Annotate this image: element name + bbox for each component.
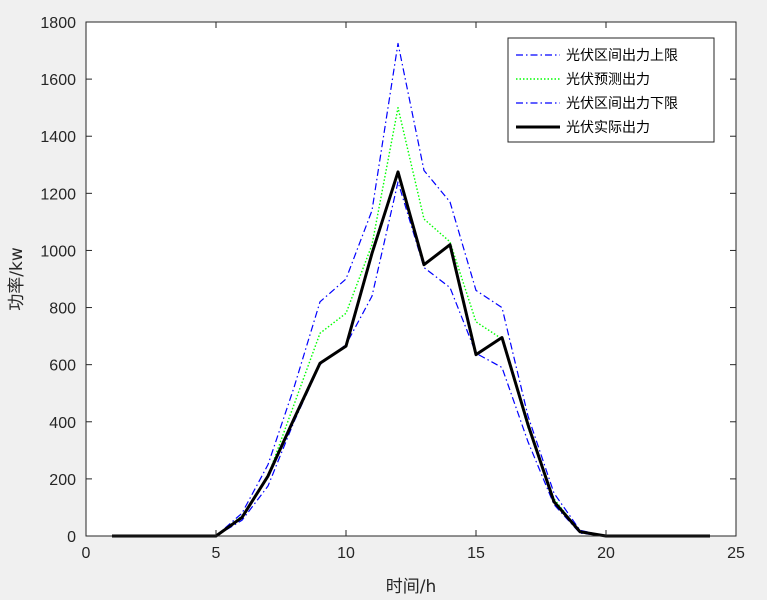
y-tick-label: 1000 — [40, 243, 76, 260]
x-tick-label: 10 — [337, 545, 355, 562]
y-axis-label: 功率/kw — [7, 247, 27, 311]
legend-label-2: 光伏区间出力下限 — [566, 96, 678, 112]
y-tick-label: 600 — [49, 358, 76, 375]
legend-label-3: 光伏实际出力 — [566, 120, 650, 136]
x-tick-label: 15 — [467, 545, 485, 562]
x-tick-label: 20 — [597, 545, 615, 562]
y-tick-label: 1800 — [40, 15, 76, 32]
y-tick-label: 1400 — [40, 129, 76, 146]
x-tick-label: 25 — [727, 545, 745, 562]
y-tick-label: 0 — [67, 529, 76, 546]
y-tick-label: 800 — [49, 301, 76, 318]
plot-frame — [85, 21, 737, 537]
legend-label-0: 光伏区间出力上限 — [566, 48, 678, 64]
y-tick-label: 400 — [49, 415, 76, 432]
legend-box — [507, 37, 715, 143]
legend-label-1: 光伏预测出力 — [566, 72, 650, 88]
y-tick-label: 1200 — [40, 186, 76, 203]
x-tick-label: 0 — [82, 545, 91, 562]
ticks-layer: 0 5 10 15 20 25 0 200 400 600 800 1000 1200 1400 1600 1… — [40, 15, 745, 562]
y-tick-label: 1600 — [40, 72, 76, 89]
x-tick-label: 5 — [212, 545, 221, 562]
x-axis-label: 时间/h — [386, 577, 437, 597]
y-tick-label: 200 — [49, 472, 76, 489]
